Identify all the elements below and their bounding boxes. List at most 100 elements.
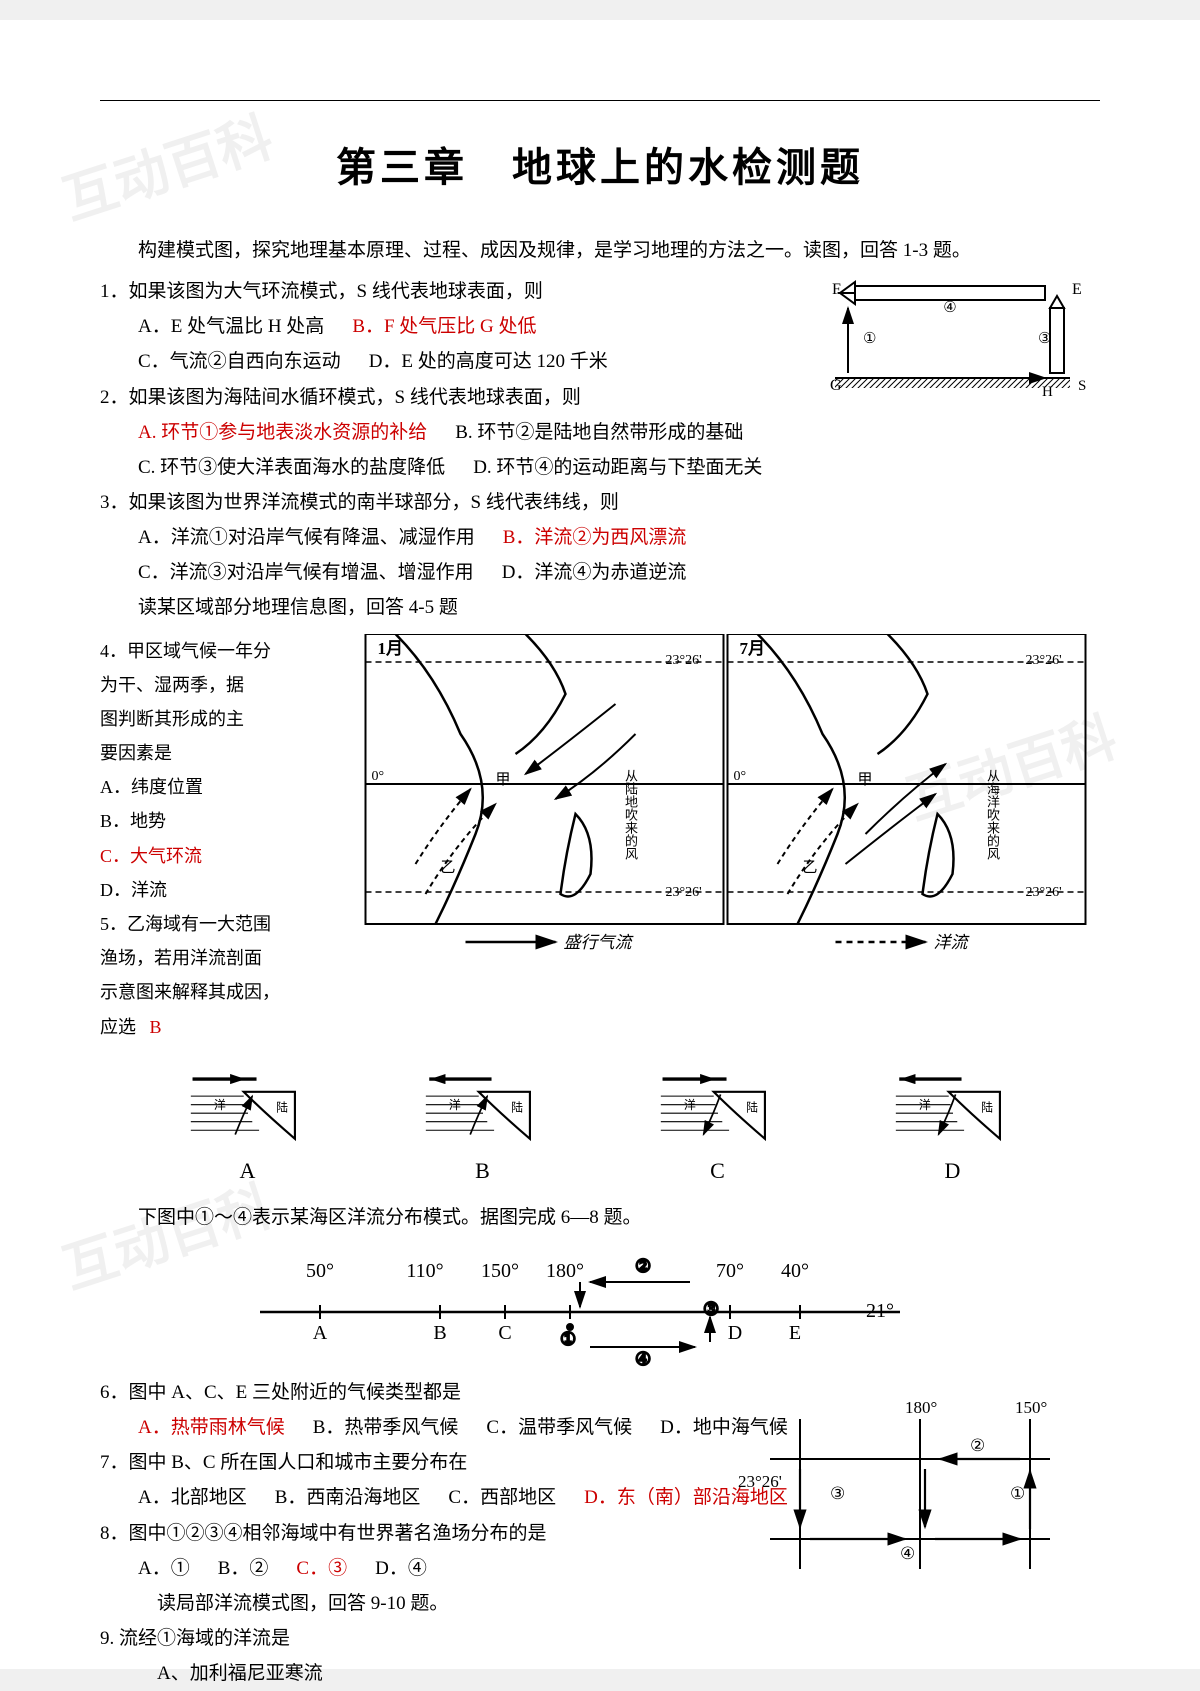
svg-text:180°: 180° <box>905 1399 937 1417</box>
svg-text:E: E <box>1072 281 1082 298</box>
q4-opt-b: B．地势 <box>100 804 335 838</box>
svg-text:23°26': 23°26' <box>666 653 702 668</box>
svg-text:③: ③ <box>703 1299 719 1319</box>
svg-text:150°: 150° <box>1015 1399 1047 1417</box>
svg-text:0°: 0° <box>372 769 385 784</box>
q1-opt-a: A．E 处气温比 H 处高 <box>138 309 324 344</box>
q2-opt-a: A. 环节①参与地表淡水资源的补给 <box>138 415 427 450</box>
svg-text:洋: 洋 <box>918 1097 930 1112</box>
svg-text:④: ④ <box>635 1349 651 1367</box>
page-title: 第三章 地球上的水检测题 <box>100 131 1100 205</box>
svg-text:洋: 洋 <box>213 1097 225 1112</box>
upwell-d: 洋 陆 D <box>873 1062 1033 1192</box>
svg-text:陆: 陆 <box>511 1099 523 1114</box>
svg-text:70°: 70° <box>716 1260 744 1282</box>
q7-opt-a: A．北部地区 <box>138 1480 247 1515</box>
svg-text:0°: 0° <box>734 769 747 784</box>
q1-opt-c: C．气流②自西向东运动 <box>138 344 341 379</box>
upwell-b: 洋陆 B <box>403 1062 563 1192</box>
svg-text:G: G <box>830 377 842 394</box>
q4-opt-c: C．大气环流 <box>100 839 335 873</box>
svg-text:110°: 110° <box>406 1260 443 1282</box>
q9-stem: 9. 流经①海域的洋流是 <box>100 1621 1100 1656</box>
current-latitude-diagram: 50°A 110°B 150°C 180° 70°D 40°E 21° ② ① … <box>240 1247 960 1367</box>
q1-stem: 1．如果该图为大气环流模式，S 线代表地球表面，则 <box>100 274 780 309</box>
q3-opt-c: C．洋流③对沿岸气候有增温、增湿作用 <box>138 555 474 590</box>
svg-text:从陆地吹来的风: 从陆地吹来的风 <box>623 769 638 861</box>
svg-text:7月: 7月 <box>740 639 766 658</box>
q4-stem2: 为干、湿两季，据 <box>100 668 335 702</box>
q3-opts-row1: A．洋流①对沿岸气候有降温、减湿作用 B．洋流②为西风漂流 <box>100 520 1100 555</box>
q3-opt-b: B．洋流②为西风漂流 <box>503 520 687 555</box>
svg-text:B: B <box>433 1322 446 1344</box>
svg-text:23°26': 23°26' <box>1026 653 1062 668</box>
svg-text:陆: 陆 <box>746 1099 758 1114</box>
gyre-diagram: 180° 150° 23°26' ② ① ③ ④ <box>730 1399 1070 1579</box>
q9-opt-a: A、加利福尼亚寒流 <box>100 1656 1100 1691</box>
q8-opt-c: C．③ <box>296 1551 347 1586</box>
exam-page: 互动百科 互动百科 互动百科 第三章 地球上的水检测题 构建模式图，探究地理基本… <box>0 20 1200 1669</box>
svg-text:洋: 洋 <box>448 1097 460 1112</box>
q3-opt-a: A．洋流①对沿岸气候有降温、减湿作用 <box>138 520 475 555</box>
svg-text:E: E <box>789 1322 801 1344</box>
q1-opt-b: B．F 处气压比 G 处低 <box>352 309 536 344</box>
q2-opt-c: C. 环节③使大洋表面海水的盐度降低 <box>138 450 445 485</box>
label-d: D <box>945 1151 961 1192</box>
svg-text:陆: 陆 <box>981 1099 993 1114</box>
svg-text:洋流: 洋流 <box>934 933 971 952</box>
q4-opt-a: A．纬度位置 <box>100 770 335 804</box>
q6-opt-a: A．热带雨林气候 <box>138 1410 285 1445</box>
intro-text: 构建模式图，探究地理基本原理、过程、成因及规律，是学习地理的方法之一。读图，回答… <box>100 233 1100 268</box>
svg-text:40°: 40° <box>781 1260 809 1282</box>
q1-opts-row1: A．E 处气温比 H 处高 B．F 处气压比 G 处低 <box>100 309 780 344</box>
q5-stem4: 应选 B <box>100 1010 335 1044</box>
q2-opt-b: B. 环节②是陆地自然带形成的基础 <box>455 415 743 450</box>
circulation-diagram: ④ ① ③ F E G H S <box>800 278 1100 398</box>
lead-68: 下图中①～④表示某海区洋流分布模式。据图完成 6—8 题。 <box>100 1200 1100 1235</box>
q1-opts-row2: C．气流②自西向东运动 D．E 处的高度可达 120 千米 <box>100 344 780 379</box>
svg-text:23°26': 23°26' <box>738 1472 782 1491</box>
svg-text:①: ① <box>1010 1484 1025 1503</box>
svg-text:23°26': 23°26' <box>666 885 702 900</box>
upwell-a: 洋陆 A <box>168 1062 328 1192</box>
svg-text:180°: 180° <box>546 1260 584 1282</box>
q7-opt-b: B．西南沿海地区 <box>275 1480 421 1515</box>
svg-text:21°: 21° <box>866 1300 894 1322</box>
svg-text:陆: 陆 <box>276 1099 288 1114</box>
q4-stem4: 要因素是 <box>100 736 335 770</box>
q5-stem3: 示意图来解释其成因， <box>100 975 335 1009</box>
svg-text:盛行气流: 盛行气流 <box>564 933 635 952</box>
monsoon-map-diagram: 1月 7月 23°26' 23°26' 0° 0° 23°26' 23°26' … <box>351 634 1100 954</box>
q5-stem2: 渔场，若用洋流剖面 <box>100 941 335 975</box>
q5-answer: B <box>150 1017 162 1037</box>
q2-opts-row1: A. 环节①参与地表淡水资源的补给 B. 环节②是陆地自然带形成的基础 <box>100 415 1100 450</box>
svg-text:150°: 150° <box>481 1260 519 1282</box>
svg-text:A: A <box>313 1322 328 1344</box>
svg-text:①: ① <box>863 331 876 347</box>
q1-opt-d: D．E 处的高度可达 120 千米 <box>369 344 608 379</box>
upwelling-options: 洋陆 A 洋陆 B <box>100 1062 1100 1192</box>
svg-text:④: ④ <box>943 300 956 316</box>
svg-text:③: ③ <box>1038 331 1051 347</box>
svg-text:F: F <box>832 281 841 298</box>
q4-stem3: 图判断其形成的主 <box>100 702 335 736</box>
q6-opt-b: B．热带季风气候 <box>313 1410 459 1445</box>
svg-text:甲: 甲 <box>858 772 873 788</box>
q5-stem4-text: 应选 <box>100 1017 136 1037</box>
q8-opt-a: A．① <box>138 1551 190 1586</box>
q1-row: 1．如果该图为大气环流模式，S 线代表地球表面，则 A．E 处气温比 H 处高 … <box>100 274 1100 415</box>
q3-opts-row2: C．洋流③对沿岸气候有增温、增湿作用 D．洋流④为赤道逆流 <box>100 555 1100 590</box>
svg-text:①: ① <box>560 1329 576 1349</box>
q6-opt-c: C．温带季风气候 <box>486 1410 632 1445</box>
q4-left: 4．甲区域气候一年分 为干、湿两季，据 图判断其形成的主 要因素是 A．纬度位置… <box>100 634 335 1044</box>
svg-text:甲: 甲 <box>496 772 511 788</box>
svg-text:②: ② <box>970 1436 985 1455</box>
svg-text:1月: 1月 <box>378 639 404 658</box>
svg-text:③: ③ <box>830 1484 845 1503</box>
svg-text:H: H <box>1042 384 1053 398</box>
svg-text:④: ④ <box>900 1544 915 1563</box>
svg-text:乙: 乙 <box>803 860 818 876</box>
svg-text:23°26': 23°26' <box>1026 885 1062 900</box>
svg-text:50°: 50° <box>306 1260 334 1282</box>
q5-stem1: 5．乙海域有一大范围 <box>100 907 335 941</box>
